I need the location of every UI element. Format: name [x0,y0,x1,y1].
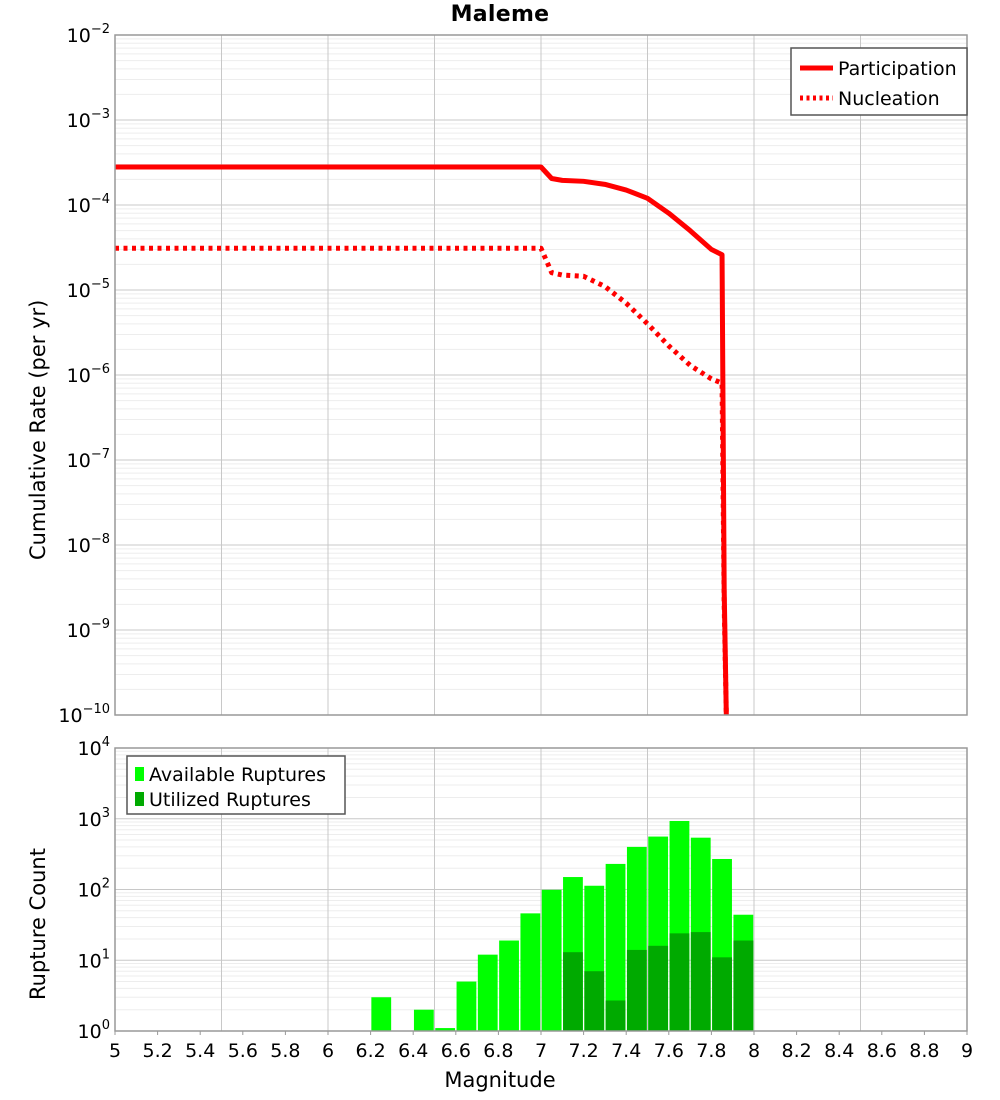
svg-text:10−2: 10−2 [67,22,110,47]
svg-text:7.4: 7.4 [611,1040,641,1062]
svg-text:5.4: 5.4 [185,1040,215,1062]
svg-text:6.8: 6.8 [483,1040,513,1062]
svg-text:7.6: 7.6 [654,1040,684,1062]
svg-text:10−3: 10−3 [67,107,110,132]
svg-text:8: 8 [748,1040,760,1062]
svg-text:102: 102 [78,877,110,902]
xaxis-label: Magnitude [444,1068,556,1092]
svg-text:7: 7 [535,1040,547,1062]
svg-text:101: 101 [78,947,110,972]
top-y-tick-labels: 10−2 10−3 10−4 10−5 10−6 10−7 10−8 10−9 10−10 [58,22,110,727]
svg-text:103: 103 [78,806,110,831]
svg-text:9: 9 [961,1040,973,1062]
top-panel-ylabel: Cumulative Rate (per yr) [26,299,50,560]
svg-text:8.4: 8.4 [824,1040,854,1062]
x-tick-labels: 5 5.2 5.4 5.6 5.8 6 6.2 6.4 6.6 6.8 7 7.2 7.4 7.6 7.8 8… [109,1031,973,1062]
svg-text:6.6: 6.6 [441,1040,471,1062]
svg-text:Nucleation: Nucleation [838,88,940,110]
svg-text:Utilized Ruptures: Utilized Ruptures [149,789,311,811]
svg-text:Participation: Participation [838,58,957,80]
svg-text:7.2: 7.2 [568,1040,598,1062]
bottom-y-tick-labels: 104 103 102 101 100 [78,735,110,1043]
svg-text:5: 5 [109,1040,121,1062]
bottom-panel-legend: Available Ruptures Utilized Ruptures [126,755,346,815]
svg-text:10−6: 10−6 [67,362,110,387]
svg-text:10−7: 10−7 [67,447,110,472]
svg-text:8.2: 8.2 [781,1040,811,1062]
top-panel: 10−2 10−3 10−4 10−5 10−6 10−7 10−8 10−9 10−10 Pa… [58,22,968,727]
top-data-curves [115,164,729,715]
bottom-bars [371,820,754,1031]
svg-text:5.8: 5.8 [270,1040,300,1062]
top-panel-legend: Participation Nucleation [790,47,968,116]
top-vertical-gridlines [221,35,861,715]
svg-text:100: 100 [78,1018,110,1043]
svg-text:10−10: 10−10 [58,702,110,727]
svg-text:7.8: 7.8 [696,1040,726,1062]
bottom-panel: 104 103 102 101 100 5 5.2 5.4 5.6 5.8 6 6.2 6.4 6.6 6… [78,735,974,1062]
svg-text:6.2: 6.2 [355,1040,385,1062]
svg-text:10−9: 10−9 [67,617,110,642]
svg-text:104: 104 [78,735,110,760]
svg-text:8.8: 8.8 [909,1040,939,1062]
svg-text:10−8: 10−8 [67,532,110,557]
svg-text:6.4: 6.4 [398,1040,428,1062]
svg-text:Available Ruptures: Available Ruptures [149,764,326,786]
page-title: Maleme [450,2,550,27]
top-plot-frame [114,34,968,716]
svg-text:5.2: 5.2 [142,1040,172,1062]
bottom-vertical-gridlines [221,748,861,1031]
svg-text:8.6: 8.6 [867,1040,897,1062]
svg-text:10−4: 10−4 [67,192,110,217]
bottom-panel-ylabel: Rupture Count [26,848,50,1000]
svg-text:6: 6 [322,1040,334,1062]
svg-text:5.6: 5.6 [228,1040,258,1062]
svg-text:10−5: 10−5 [67,277,110,302]
